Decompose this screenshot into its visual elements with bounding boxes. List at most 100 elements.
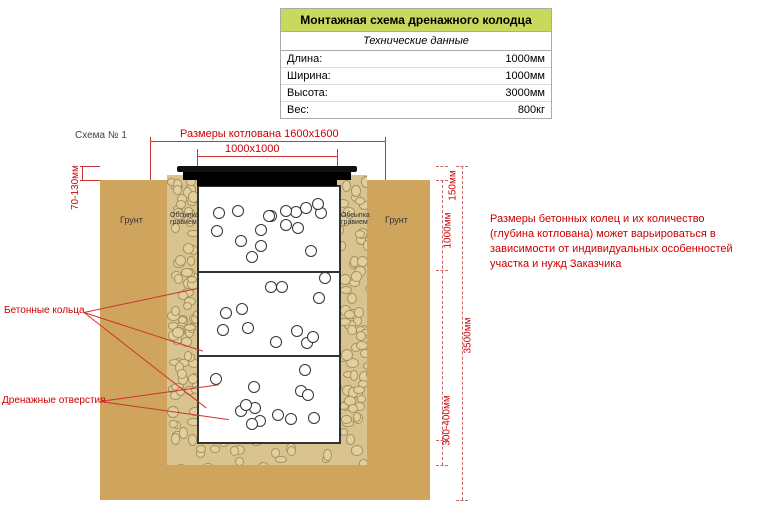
drainage-hole <box>213 207 225 219</box>
dim-pit-label: Размеры котлована 1600х1600 <box>180 128 339 140</box>
drainage-hole <box>255 224 267 236</box>
key: Ширина: <box>287 70 475 82</box>
side-note: Размеры бетонных колец и их количество (… <box>490 212 750 271</box>
pebble <box>230 446 239 456</box>
key: Высота: <box>287 87 475 99</box>
drainage-hole <box>211 225 223 237</box>
table-row: Высота: 3000мм <box>281 85 551 102</box>
ring-separator <box>199 355 339 357</box>
pebble <box>196 445 206 453</box>
drainage-hole <box>220 307 232 319</box>
pebble <box>359 459 367 465</box>
drainage-hole <box>240 399 252 411</box>
concrete-rings <box>197 185 341 444</box>
dim-line-pit <box>150 141 385 142</box>
key: Вес: <box>287 104 475 116</box>
dim-tick <box>436 180 448 181</box>
pebble <box>354 307 365 318</box>
gravel-label-a: Обсыпка <box>170 212 199 219</box>
val: 800кг <box>475 104 545 116</box>
drainage-hole <box>246 251 258 263</box>
drainage-hole <box>236 303 248 315</box>
pebble <box>177 369 186 379</box>
dim-tick <box>150 137 151 181</box>
callout-rings: Бетонные кольца <box>4 305 85 316</box>
drainage-hole <box>280 219 292 231</box>
drainage-hole <box>235 235 247 247</box>
pebble <box>235 457 244 465</box>
table-row: Вес: 800кг <box>281 102 551 118</box>
pebble <box>258 462 269 465</box>
pebble <box>357 256 367 267</box>
dim-tick <box>80 166 100 167</box>
pebble <box>188 434 197 446</box>
dim-tick <box>456 500 468 501</box>
pebble <box>351 271 362 281</box>
dim-150: 150мм <box>448 170 459 200</box>
gravel-label-a: Обсыпка <box>341 212 370 219</box>
pebble <box>187 256 195 265</box>
dim-tick <box>436 270 448 271</box>
schema-number: Схема № 1 <box>75 130 127 141</box>
pebble <box>176 464 185 465</box>
drainage-hole <box>299 364 311 376</box>
val: 1000мм <box>475 70 545 82</box>
drainage-hole <box>246 418 258 430</box>
dim-line <box>82 166 83 180</box>
pebble <box>363 240 367 251</box>
pebble <box>287 446 296 457</box>
pebble <box>346 434 355 444</box>
pebble <box>171 433 180 445</box>
well-cap-mid <box>183 172 351 180</box>
drainage-hole <box>272 409 284 421</box>
pebble <box>183 243 194 254</box>
pebble <box>210 445 221 453</box>
drainage-hole <box>292 222 304 234</box>
dim-width-label: 1000х1000 <box>225 143 279 155</box>
pebble <box>202 463 214 465</box>
pebble <box>183 302 192 310</box>
pebble <box>365 285 367 292</box>
drainage-hole <box>291 325 303 337</box>
pebble <box>353 386 365 394</box>
gravel-label-b: гравием <box>341 219 368 226</box>
pebble <box>342 180 351 192</box>
ground-label-right: Грунт <box>385 215 408 225</box>
pebble <box>171 306 180 316</box>
dim-tick <box>385 137 386 181</box>
pebble <box>355 230 365 237</box>
gravel-label-right: Обсыпка гравием <box>341 212 365 226</box>
drainage-hole <box>308 412 320 424</box>
dim-1000: 1000мм <box>443 213 454 249</box>
dim-cap-height: 70-130мм <box>70 165 81 210</box>
pebble <box>181 268 192 277</box>
pebble <box>172 327 184 338</box>
pebble <box>360 349 367 358</box>
pebble <box>176 200 187 209</box>
dim-300-400: 300-400мм <box>442 395 453 445</box>
gravel-label-left: Обсыпка гравием <box>170 212 194 226</box>
pebble <box>347 293 357 304</box>
drainage-hole <box>232 205 244 217</box>
pebble <box>323 449 332 461</box>
pebble <box>356 331 366 341</box>
dim-tick <box>80 180 100 181</box>
dim-3500: 3500мм <box>463 318 474 354</box>
ring-separator <box>199 271 339 273</box>
ground-label-left: Грунт <box>120 215 143 225</box>
drainage-hole <box>319 272 331 284</box>
drainage-hole <box>255 240 267 252</box>
table-title: Монтажная схема дренажного колодца <box>281 9 551 32</box>
pebble <box>350 370 358 381</box>
drainage-hole <box>210 373 222 385</box>
table-row: Ширина: 1000мм <box>281 68 551 85</box>
drainage-hole <box>302 389 314 401</box>
drainage-hole <box>248 381 260 393</box>
key: Длина: <box>287 53 475 65</box>
callout-holes: Дренажные отверстия <box>2 395 106 406</box>
drainage-hole <box>313 292 325 304</box>
dim-tick <box>436 166 448 167</box>
gravel-label-b: гравием <box>170 219 197 226</box>
pebble <box>355 197 365 205</box>
table-row: Длина: 1000мм <box>281 51 551 68</box>
